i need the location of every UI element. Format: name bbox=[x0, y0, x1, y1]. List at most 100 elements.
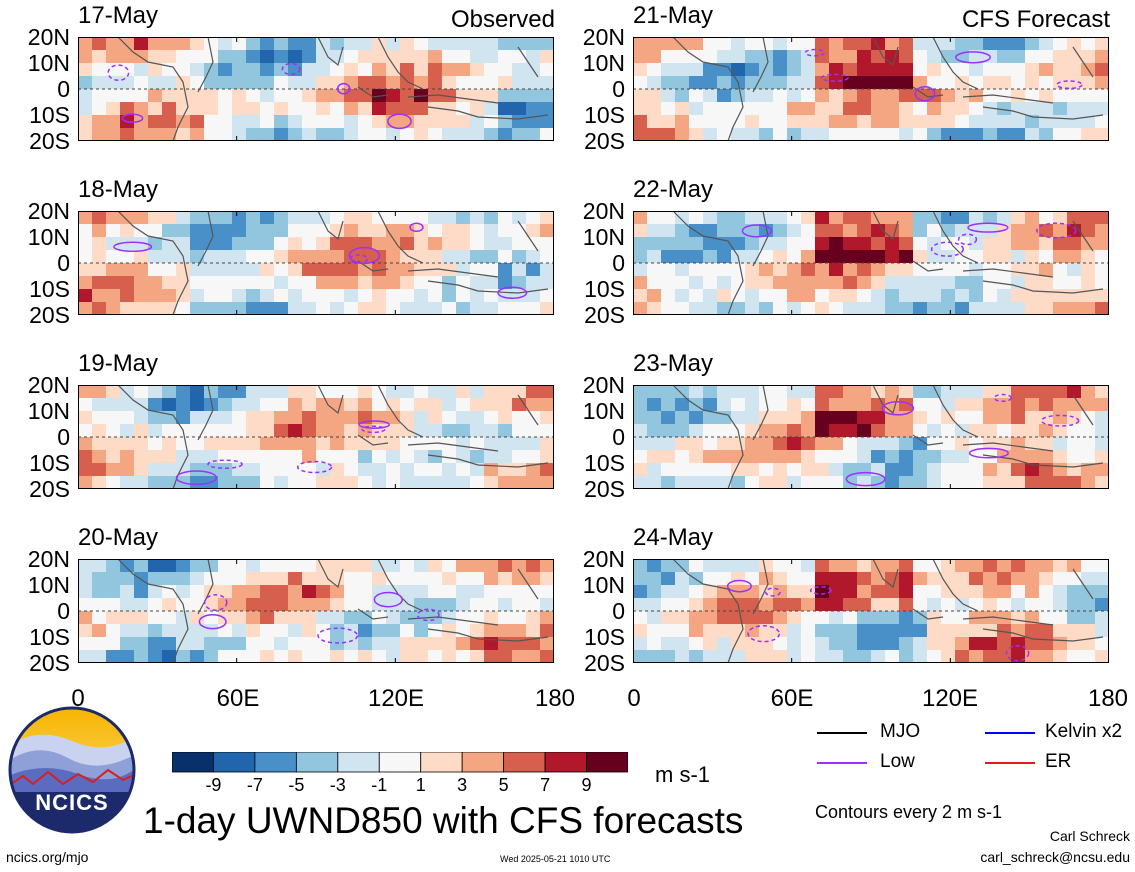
uwnd-cell bbox=[899, 76, 914, 90]
uwnd-cell bbox=[78, 89, 93, 103]
uwnd-cell bbox=[815, 559, 830, 573]
uwnd-cell bbox=[773, 76, 788, 90]
uwnd-cell bbox=[899, 463, 914, 477]
panel-date: 20-May bbox=[78, 524, 159, 551]
uwnd-cell bbox=[857, 650, 872, 663]
coastline bbox=[317, 385, 344, 415]
uwnd-cell bbox=[647, 50, 662, 64]
uwnd-cell bbox=[983, 598, 998, 612]
uwnd-cell bbox=[148, 76, 163, 90]
uwnd-cell bbox=[134, 450, 149, 464]
uwnd-cell bbox=[983, 276, 998, 290]
uwnd-cell bbox=[232, 624, 247, 638]
uwnd-cell bbox=[470, 102, 485, 116]
uwnd-cell bbox=[927, 572, 942, 586]
uwnd-cell bbox=[316, 250, 331, 264]
uwnd-cell bbox=[414, 63, 429, 77]
uwnd-cell bbox=[120, 289, 135, 303]
uwnd-cell bbox=[148, 624, 163, 638]
uwnd-cell bbox=[1039, 411, 1054, 425]
uwnd-cell bbox=[941, 115, 956, 129]
uwnd-cell bbox=[941, 650, 956, 663]
uwnd-cell bbox=[1039, 37, 1054, 51]
uwnd-cell bbox=[787, 89, 802, 103]
uwnd-cell bbox=[871, 224, 886, 238]
uwnd-cell bbox=[512, 115, 527, 129]
coastline bbox=[932, 385, 979, 438]
cfs-forecast-label: CFS Forecast bbox=[961, 6, 1110, 33]
uwnd-cell bbox=[148, 385, 163, 399]
uwnd-cell bbox=[498, 76, 513, 90]
uwnd-cell bbox=[288, 585, 303, 599]
colorbar-swatch bbox=[213, 752, 256, 773]
uwnd-cell bbox=[148, 115, 163, 129]
uwnd-cell bbox=[414, 302, 429, 315]
uwnd-cell bbox=[218, 611, 233, 625]
uwnd-cell bbox=[829, 89, 844, 103]
uwnd-cell bbox=[386, 276, 401, 290]
coastline bbox=[407, 268, 499, 278]
uwnd-cell bbox=[787, 63, 802, 77]
uwnd-cell bbox=[927, 276, 942, 290]
uwnd-cell bbox=[540, 250, 554, 264]
uwnd-cell bbox=[456, 50, 471, 64]
uwnd-cell bbox=[162, 437, 177, 451]
uwnd-cell bbox=[899, 637, 914, 651]
uwnd-cell bbox=[386, 263, 401, 277]
uwnd-cell bbox=[703, 398, 718, 412]
uwnd-cell bbox=[358, 398, 373, 412]
uwnd-cell bbox=[997, 424, 1012, 438]
uwnd-cell bbox=[899, 424, 914, 438]
uwnd-cell bbox=[885, 289, 900, 303]
legend-line-er bbox=[985, 762, 1035, 764]
uwnd-cell bbox=[885, 128, 900, 141]
uwnd-cell bbox=[1025, 115, 1040, 129]
uwnd-cell bbox=[1025, 424, 1040, 438]
uwnd-cell bbox=[414, 585, 429, 599]
uwnd-cell bbox=[414, 637, 429, 651]
uwnd-cell bbox=[647, 115, 662, 129]
low-contour bbox=[358, 420, 390, 429]
uwnd-cell bbox=[815, 450, 830, 464]
uwnd-cell bbox=[773, 263, 788, 277]
uwnd-cell bbox=[941, 559, 956, 573]
uwnd-cell bbox=[787, 385, 802, 399]
uwnd-cell bbox=[218, 50, 233, 64]
uwnd-cell bbox=[274, 450, 289, 464]
coastline bbox=[357, 260, 389, 272]
uwnd-cell bbox=[470, 572, 485, 586]
uwnd-cell bbox=[1053, 450, 1068, 464]
uwnd-cell bbox=[92, 89, 107, 103]
uwnd-cell bbox=[871, 637, 886, 651]
uwnd-cell bbox=[955, 250, 970, 264]
uwnd-cell bbox=[274, 398, 289, 412]
uwnd-cell bbox=[162, 450, 177, 464]
low-contour bbox=[968, 447, 1009, 459]
uwnd-cell bbox=[330, 611, 345, 625]
uwnd-cell bbox=[204, 624, 219, 638]
site-link[interactable]: ncics.org/mjo bbox=[6, 849, 89, 865]
uwnd-cell bbox=[470, 211, 485, 225]
uwnd-cell bbox=[857, 276, 872, 290]
uwnd-cell bbox=[717, 211, 732, 225]
uwnd-cell bbox=[899, 102, 914, 116]
low-contour bbox=[804, 48, 825, 57]
uwnd-cell bbox=[703, 89, 718, 103]
uwnd-cell bbox=[484, 250, 499, 264]
coastline bbox=[672, 559, 744, 663]
uwnd-cell bbox=[773, 398, 788, 412]
uwnd-cell bbox=[1053, 115, 1068, 129]
uwnd-cell bbox=[829, 424, 844, 438]
uwnd-cell bbox=[857, 463, 872, 477]
uwnd-cell bbox=[745, 115, 760, 129]
uwnd-cell bbox=[386, 559, 401, 573]
uwnd-cell bbox=[885, 624, 900, 638]
uwnd-cell bbox=[218, 289, 233, 303]
uwnd-cell bbox=[955, 385, 970, 399]
uwnd-cell bbox=[1081, 89, 1096, 103]
uwnd-cell bbox=[983, 115, 998, 129]
uwnd-cell bbox=[717, 559, 732, 573]
coastline bbox=[407, 616, 499, 626]
uwnd-cell bbox=[484, 276, 499, 290]
colorbar-label: 5 bbox=[498, 775, 509, 795]
